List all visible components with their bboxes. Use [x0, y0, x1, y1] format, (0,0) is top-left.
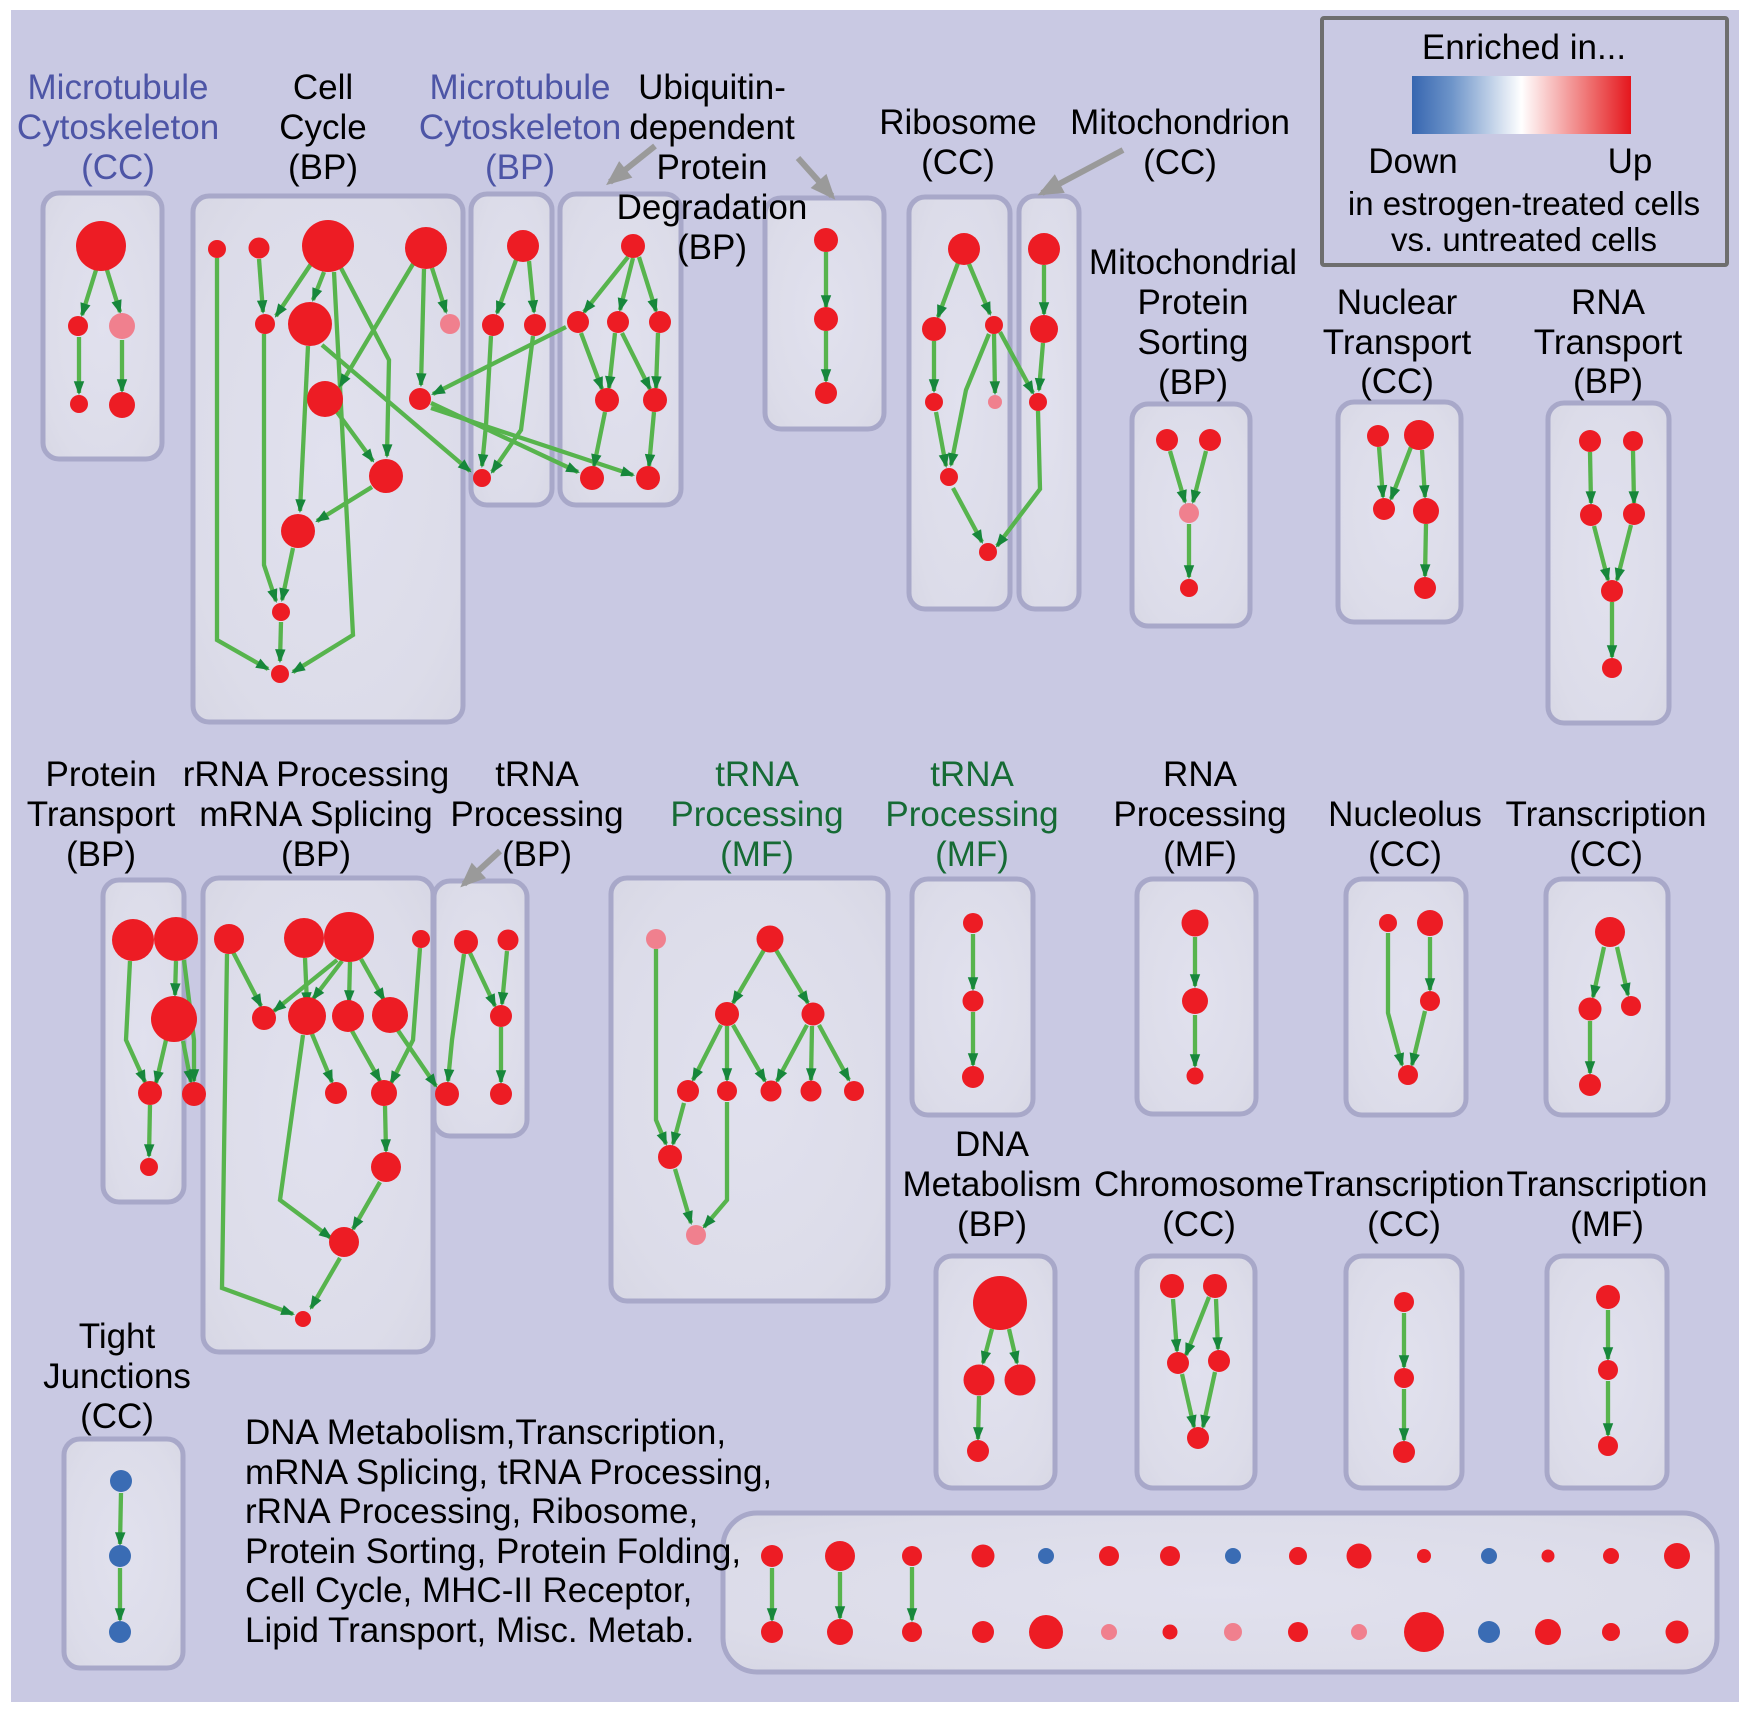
svg-text:Nucleolus: Nucleolus — [1328, 795, 1482, 834]
svg-text:Transcription: Transcription — [1507, 1165, 1708, 1204]
svg-text:(BP): (BP) — [288, 148, 358, 187]
svg-text:in estrogen-treated cells: in estrogen-treated cells — [1348, 185, 1700, 222]
svg-text:(CC): (CC) — [1162, 1205, 1236, 1244]
svg-text:dependent: dependent — [629, 108, 795, 147]
svg-text:Cell: Cell — [293, 68, 353, 107]
svg-text:mRNA Splicing: mRNA Splicing — [199, 795, 432, 834]
svg-text:RNA: RNA — [1571, 283, 1646, 322]
svg-text:(CC): (CC) — [1360, 362, 1434, 401]
svg-text:(BP): (BP) — [1158, 363, 1228, 402]
svg-text:Metabolism: Metabolism — [903, 1165, 1082, 1204]
svg-text:rRNA Processing, Ribosome,: rRNA Processing, Ribosome, — [245, 1492, 698, 1531]
svg-text:(CC): (CC) — [1367, 1205, 1441, 1244]
svg-text:Transport: Transport — [1534, 323, 1683, 362]
svg-text:(BP): (BP) — [281, 835, 351, 874]
svg-text:Cell Cycle, MHC-II Receptor,: Cell Cycle, MHC-II Receptor, — [245, 1571, 692, 1610]
svg-text:Degradation: Degradation — [617, 188, 808, 227]
svg-text:(CC): (CC) — [921, 143, 995, 182]
svg-text:(BP): (BP) — [957, 1205, 1027, 1244]
svg-text:Transcription: Transcription — [1304, 1165, 1505, 1204]
svg-text:DNA Metabolism,Transcription,: DNA Metabolism,Transcription, — [245, 1413, 726, 1452]
svg-text:RNA: RNA — [1163, 755, 1238, 794]
svg-text:Up: Up — [1608, 142, 1653, 181]
svg-text:Junctions: Junctions — [43, 1357, 191, 1396]
svg-text:Cycle: Cycle — [279, 108, 367, 147]
svg-text:Microtubule: Microtubule — [430, 68, 611, 107]
svg-text:Protein: Protein — [46, 755, 157, 794]
svg-text:(CC): (CC) — [1368, 835, 1442, 874]
svg-text:(BP): (BP) — [66, 835, 136, 874]
svg-text:(BP): (BP) — [677, 228, 747, 267]
svg-text:(MF): (MF) — [935, 835, 1009, 874]
svg-text:(CC): (CC) — [81, 148, 155, 187]
svg-text:Ubiquitin-: Ubiquitin- — [638, 68, 786, 107]
svg-text:(MF): (MF) — [1163, 835, 1237, 874]
svg-text:(CC): (CC) — [1569, 835, 1643, 874]
svg-text:Transport: Transport — [1323, 323, 1472, 362]
svg-text:Protein: Protein — [1138, 283, 1249, 322]
svg-text:Processing: Processing — [670, 795, 843, 834]
svg-text:Ribosome: Ribosome — [879, 103, 1037, 142]
svg-text:(BP): (BP) — [485, 148, 555, 187]
svg-text:vs. untreated cells: vs. untreated cells — [1391, 221, 1657, 258]
svg-text:Microtubule: Microtubule — [28, 68, 209, 107]
svg-text:(CC): (CC) — [80, 1397, 154, 1436]
svg-text:(MF): (MF) — [720, 835, 794, 874]
svg-text:Tight: Tight — [79, 1317, 156, 1356]
svg-text:Processing: Processing — [1113, 795, 1286, 834]
svg-text:Protein Sorting, Protein Foldi: Protein Sorting, Protein Folding, — [245, 1532, 741, 1571]
svg-text:Sorting: Sorting — [1138, 323, 1249, 362]
svg-text:Protein: Protein — [657, 148, 768, 187]
svg-text:Transcription: Transcription — [1506, 795, 1707, 834]
svg-text:(MF): (MF) — [1570, 1205, 1644, 1244]
svg-text:Chromosome: Chromosome — [1094, 1165, 1304, 1204]
svg-text:Processing: Processing — [450, 795, 623, 834]
svg-text:DNA: DNA — [955, 1125, 1030, 1164]
svg-text:Enriched in...: Enriched in... — [1422, 28, 1626, 67]
svg-text:Mitochondrion: Mitochondrion — [1070, 103, 1290, 142]
svg-text:Cytoskeleton: Cytoskeleton — [419, 108, 621, 147]
svg-text:Cytoskeleton: Cytoskeleton — [17, 108, 219, 147]
svg-text:Processing: Processing — [885, 795, 1058, 834]
svg-text:Transport: Transport — [27, 795, 176, 834]
svg-text:Down: Down — [1368, 142, 1457, 181]
svg-text:Lipid Transport, Misc. Metab.: Lipid Transport, Misc. Metab. — [245, 1611, 694, 1650]
svg-text:Mitochondrial: Mitochondrial — [1089, 243, 1297, 282]
svg-text:mRNA Splicing, tRNA Processing: mRNA Splicing, tRNA Processing, — [245, 1453, 772, 1492]
svg-text:tRNA: tRNA — [715, 755, 799, 794]
svg-text:rRNA Processing: rRNA Processing — [183, 755, 449, 794]
svg-text:Nuclear: Nuclear — [1337, 283, 1458, 322]
svg-text:(BP): (BP) — [502, 835, 572, 874]
svg-text:(BP): (BP) — [1573, 362, 1643, 401]
svg-text:tRNA: tRNA — [495, 755, 579, 794]
svg-text:(CC): (CC) — [1143, 143, 1217, 182]
svg-text:tRNA: tRNA — [930, 755, 1014, 794]
